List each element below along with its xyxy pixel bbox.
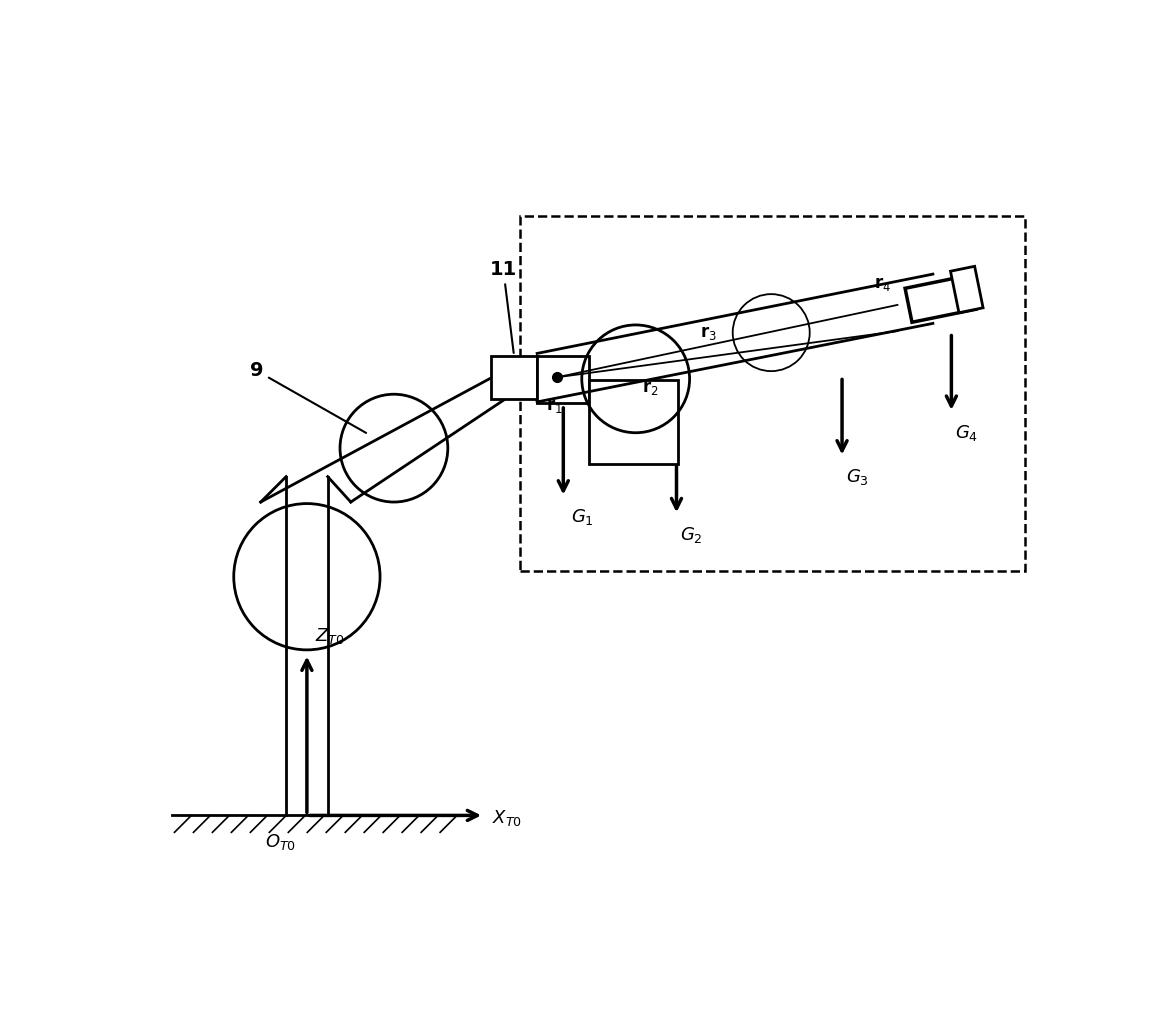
Text: $G_2$: $G_2$ xyxy=(680,525,703,545)
Text: $\mathbf{r}_1$: $\mathbf{r}_1$ xyxy=(546,397,562,414)
Bar xyxy=(905,275,976,322)
Text: $G_3$: $G_3$ xyxy=(846,467,869,488)
Bar xyxy=(589,380,678,464)
Text: $Z_{T0}$: $Z_{T0}$ xyxy=(314,626,344,646)
Bar xyxy=(520,216,1024,571)
Text: $\mathbf{r}_4$: $\mathbf{r}_4$ xyxy=(874,275,892,293)
Bar xyxy=(537,355,589,404)
Text: $\mathbf{r}_2$: $\mathbf{r}_2$ xyxy=(642,379,658,397)
Text: $G_1$: $G_1$ xyxy=(570,507,594,528)
Bar xyxy=(950,267,983,313)
Text: $G_4$: $G_4$ xyxy=(955,422,978,443)
Text: 9: 9 xyxy=(250,362,366,433)
Bar xyxy=(491,355,537,399)
Text: $\mathbf{r}_3$: $\mathbf{r}_3$ xyxy=(699,323,717,342)
Text: 11: 11 xyxy=(490,259,517,353)
Text: $O_{T0}$: $O_{T0}$ xyxy=(264,833,296,852)
Text: $X_{T0}$: $X_{T0}$ xyxy=(492,809,521,828)
